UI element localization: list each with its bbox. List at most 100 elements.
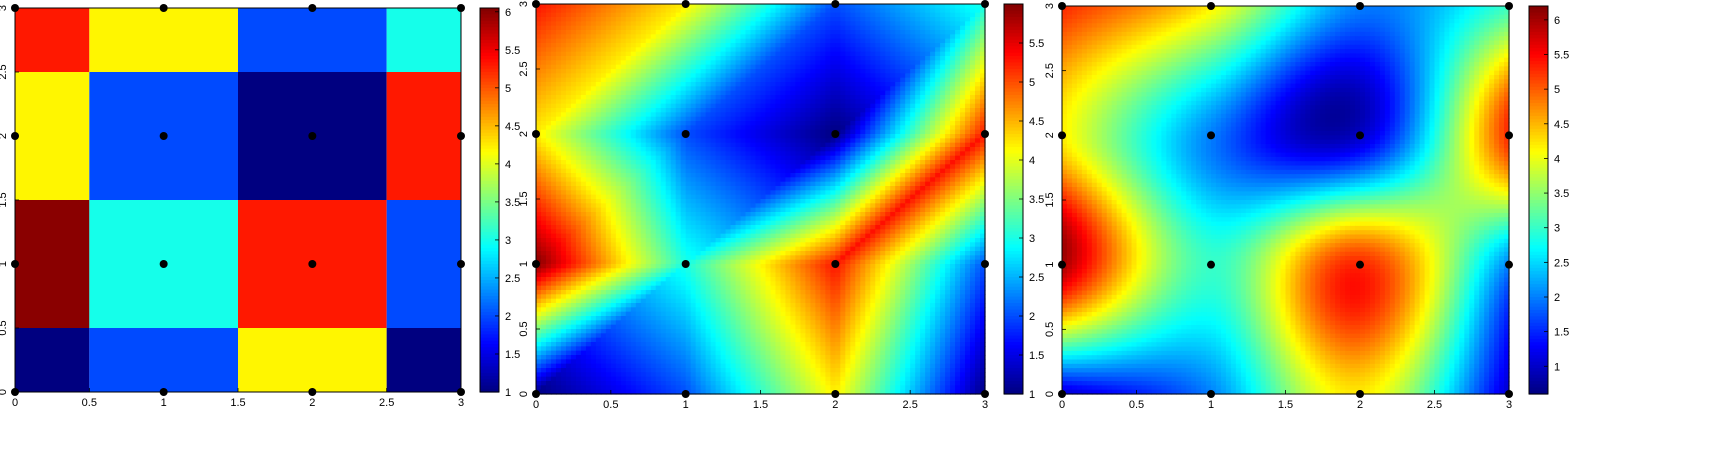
heatmap-pixel bbox=[641, 169, 647, 174]
heatmap-pixel bbox=[666, 60, 672, 65]
heatmap-pixel bbox=[945, 203, 951, 208]
heatmap-pixel bbox=[840, 56, 846, 61]
heatmap-pixel bbox=[596, 121, 602, 126]
heatmap-pixel bbox=[800, 8, 806, 13]
heatmap-pixel bbox=[790, 43, 796, 48]
heatmap-pixel bbox=[905, 34, 911, 39]
heatmap-pixel bbox=[955, 229, 961, 234]
heatmap-pixel bbox=[671, 108, 677, 113]
heatmap-pixel bbox=[566, 169, 572, 174]
heatmap-pixel bbox=[915, 134, 921, 139]
heatmap-pixel bbox=[736, 91, 742, 96]
heatmap-pixel bbox=[765, 130, 771, 135]
heatmap-pixel bbox=[706, 8, 712, 13]
heatmap-pixel bbox=[775, 108, 781, 113]
heatmap-pixel bbox=[865, 82, 871, 87]
heatmap-pixel bbox=[616, 177, 622, 182]
heatmap-pixel bbox=[905, 112, 911, 117]
heatmap-pixel bbox=[591, 8, 597, 13]
heatmap-pixel bbox=[860, 34, 866, 39]
heatmap-pixel bbox=[945, 4, 951, 9]
heatmap-pixel bbox=[890, 177, 896, 182]
heatmap-pixel bbox=[820, 104, 826, 109]
heatmap-pixel bbox=[865, 221, 871, 226]
heatmap-pixel bbox=[536, 30, 542, 35]
heatmap-pixel bbox=[830, 34, 836, 39]
heatmap-pixel bbox=[950, 164, 956, 169]
heatmap-pixel bbox=[706, 78, 712, 83]
heatmap-pixel bbox=[746, 229, 752, 234]
heatmap-pixel bbox=[661, 91, 667, 96]
heatmap-pixel bbox=[696, 121, 702, 126]
heatmap-pixel bbox=[661, 182, 667, 187]
heatmap-pixel bbox=[591, 104, 597, 109]
heatmap-pixel bbox=[970, 108, 976, 113]
heatmap-pixel bbox=[646, 56, 652, 61]
heatmap-pixel bbox=[656, 65, 662, 70]
heatmap-pixel bbox=[870, 164, 876, 169]
heatmap-pixel bbox=[751, 60, 757, 65]
heatmap-pixel bbox=[586, 13, 592, 18]
heatmap-pixel bbox=[800, 134, 806, 139]
heatmap-pixel bbox=[920, 82, 926, 87]
heatmap-pixel bbox=[566, 186, 572, 191]
heatmap-pixel bbox=[681, 99, 687, 104]
heatmap-pixel bbox=[900, 108, 906, 113]
heatmap-pixel bbox=[641, 147, 647, 152]
heatmap-pixel bbox=[935, 216, 941, 221]
heatmap-pixel bbox=[795, 212, 801, 217]
heatmap-pixel bbox=[880, 221, 886, 226]
heatmap-pixel bbox=[571, 39, 577, 44]
heatmap-pixel bbox=[696, 216, 702, 221]
heatmap-pixel bbox=[606, 203, 612, 208]
heatmap-pixel bbox=[935, 91, 941, 96]
heatmap-pixel bbox=[711, 121, 717, 126]
heatmap-pixel bbox=[910, 143, 916, 148]
heatmap-pixel bbox=[761, 52, 767, 57]
heatmap-pixel bbox=[765, 134, 771, 139]
heatmap-pixel bbox=[591, 47, 597, 52]
heatmap-pixel bbox=[696, 86, 702, 91]
heatmap-pixel bbox=[596, 225, 602, 230]
heatmap-pixel bbox=[785, 182, 791, 187]
heatmap-pixel bbox=[721, 26, 727, 31]
heatmap-pixel bbox=[751, 56, 757, 61]
heatmap-pixel bbox=[960, 156, 966, 161]
heatmap-pixel bbox=[885, 164, 891, 169]
heatmap-pixel bbox=[651, 173, 657, 178]
heatmap-pixel bbox=[591, 182, 597, 187]
heatmap-pixel bbox=[641, 95, 647, 100]
heatmap-pixel bbox=[910, 156, 916, 161]
heatmap-pixel bbox=[910, 182, 916, 187]
heatmap-pixel bbox=[935, 130, 941, 135]
heatmap-pixel bbox=[830, 112, 836, 117]
heatmap-pixel bbox=[556, 13, 562, 18]
heatmap-pixel bbox=[596, 99, 602, 104]
heatmap-pixel bbox=[686, 17, 692, 22]
heatmap-pixel bbox=[975, 86, 981, 91]
heatmap-pixel bbox=[581, 147, 587, 152]
heatmap-pixel bbox=[930, 34, 936, 39]
heatmap-pixel bbox=[566, 13, 572, 18]
heatmap-pixel bbox=[591, 34, 597, 39]
heatmap-pixel bbox=[706, 95, 712, 100]
heatmap-pixel bbox=[965, 8, 971, 13]
heatmap-pixel bbox=[800, 82, 806, 87]
heatmap-pixel bbox=[905, 130, 911, 135]
heatmap-pixel bbox=[790, 56, 796, 61]
heatmap-pixel bbox=[541, 221, 547, 226]
heatmap-pixel bbox=[960, 104, 966, 109]
heatmap-pixel bbox=[970, 156, 976, 161]
heatmap-pixel bbox=[810, 208, 816, 213]
heatmap-pixel bbox=[795, 173, 801, 178]
heatmap-pixel bbox=[751, 190, 757, 195]
heatmap-pixel bbox=[616, 121, 622, 126]
heatmap-pixel bbox=[541, 99, 547, 104]
heatmap-pixel bbox=[621, 147, 627, 152]
heatmap-pixel bbox=[880, 216, 886, 221]
heatmap-pixel bbox=[925, 21, 931, 26]
heatmap-pixel bbox=[686, 78, 692, 83]
heatmap-pixel bbox=[895, 78, 901, 83]
heatmap-pixel bbox=[686, 21, 692, 26]
heatmap-pixel bbox=[711, 151, 717, 156]
